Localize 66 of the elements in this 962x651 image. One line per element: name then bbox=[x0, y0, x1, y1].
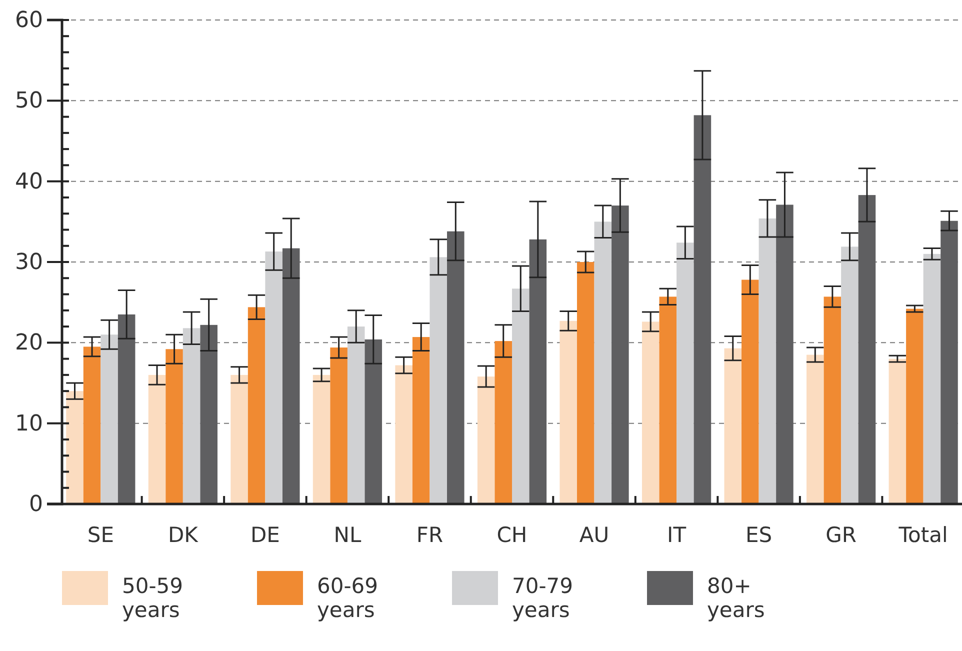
bar bbox=[66, 391, 84, 504]
bar bbox=[83, 346, 101, 504]
legend-label: 50-59 years bbox=[122, 574, 184, 622]
x-tick-label: IT bbox=[667, 523, 686, 547]
bar bbox=[166, 349, 183, 504]
x-tick-label: GR bbox=[826, 523, 857, 547]
bar bbox=[330, 348, 348, 504]
bar bbox=[182, 328, 200, 504]
x-tick-label: AU bbox=[579, 523, 610, 547]
legend-label: 60-69 years bbox=[317, 574, 378, 622]
x-tick-label: ES bbox=[745, 523, 772, 547]
bar bbox=[200, 324, 218, 504]
bar bbox=[824, 296, 842, 504]
bar bbox=[724, 348, 742, 504]
bar bbox=[230, 374, 248, 504]
x-tick-label: NL bbox=[334, 523, 362, 547]
bar bbox=[659, 296, 677, 504]
bar bbox=[312, 374, 330, 504]
legend-label: 70-79 years bbox=[512, 574, 574, 622]
bar bbox=[512, 288, 530, 504]
x-tick-label: DK bbox=[168, 523, 200, 547]
bar bbox=[806, 354, 824, 504]
bar bbox=[447, 231, 464, 504]
bar bbox=[100, 334, 118, 504]
y-tick-label: 30 bbox=[15, 250, 43, 276]
y-tick-label: 20 bbox=[15, 330, 43, 356]
y-tick-label: 50 bbox=[15, 88, 43, 114]
bar bbox=[906, 308, 924, 504]
x-tick-label: CH bbox=[496, 523, 528, 547]
bar bbox=[923, 254, 941, 504]
x-tick-label: DE bbox=[250, 523, 280, 547]
bar bbox=[347, 326, 365, 504]
bar bbox=[940, 220, 958, 504]
bar bbox=[560, 320, 577, 504]
x-tick-label: SE bbox=[87, 523, 114, 547]
bar bbox=[888, 358, 906, 504]
bar bbox=[841, 246, 858, 504]
y-tick-label: 10 bbox=[15, 411, 43, 436]
bar bbox=[676, 242, 694, 504]
bar bbox=[477, 376, 495, 504]
bar bbox=[576, 262, 594, 504]
bar bbox=[858, 195, 876, 504]
bar bbox=[430, 257, 448, 504]
bar bbox=[118, 314, 136, 504]
bar bbox=[642, 322, 660, 504]
bar bbox=[364, 339, 382, 504]
bar bbox=[612, 206, 629, 504]
y-tick-label: 0 bbox=[29, 492, 43, 518]
bar bbox=[742, 280, 759, 504]
y-tick-label: 60 bbox=[15, 8, 43, 34]
bar bbox=[594, 222, 612, 504]
bar bbox=[265, 252, 282, 504]
bar bbox=[148, 374, 166, 504]
x-tick-label: Total bbox=[898, 523, 948, 547]
legend-label: 80+ years bbox=[707, 574, 765, 622]
bar bbox=[395, 365, 412, 504]
bar bbox=[248, 307, 266, 504]
bar bbox=[758, 218, 776, 504]
bar bbox=[412, 337, 430, 504]
x-tick-label: FR bbox=[416, 523, 444, 547]
bar bbox=[529, 239, 547, 504]
bar bbox=[494, 341, 512, 504]
bar bbox=[776, 204, 794, 504]
bar bbox=[282, 248, 300, 504]
bar bbox=[694, 115, 712, 504]
y-tick-label: 40 bbox=[15, 169, 43, 194]
